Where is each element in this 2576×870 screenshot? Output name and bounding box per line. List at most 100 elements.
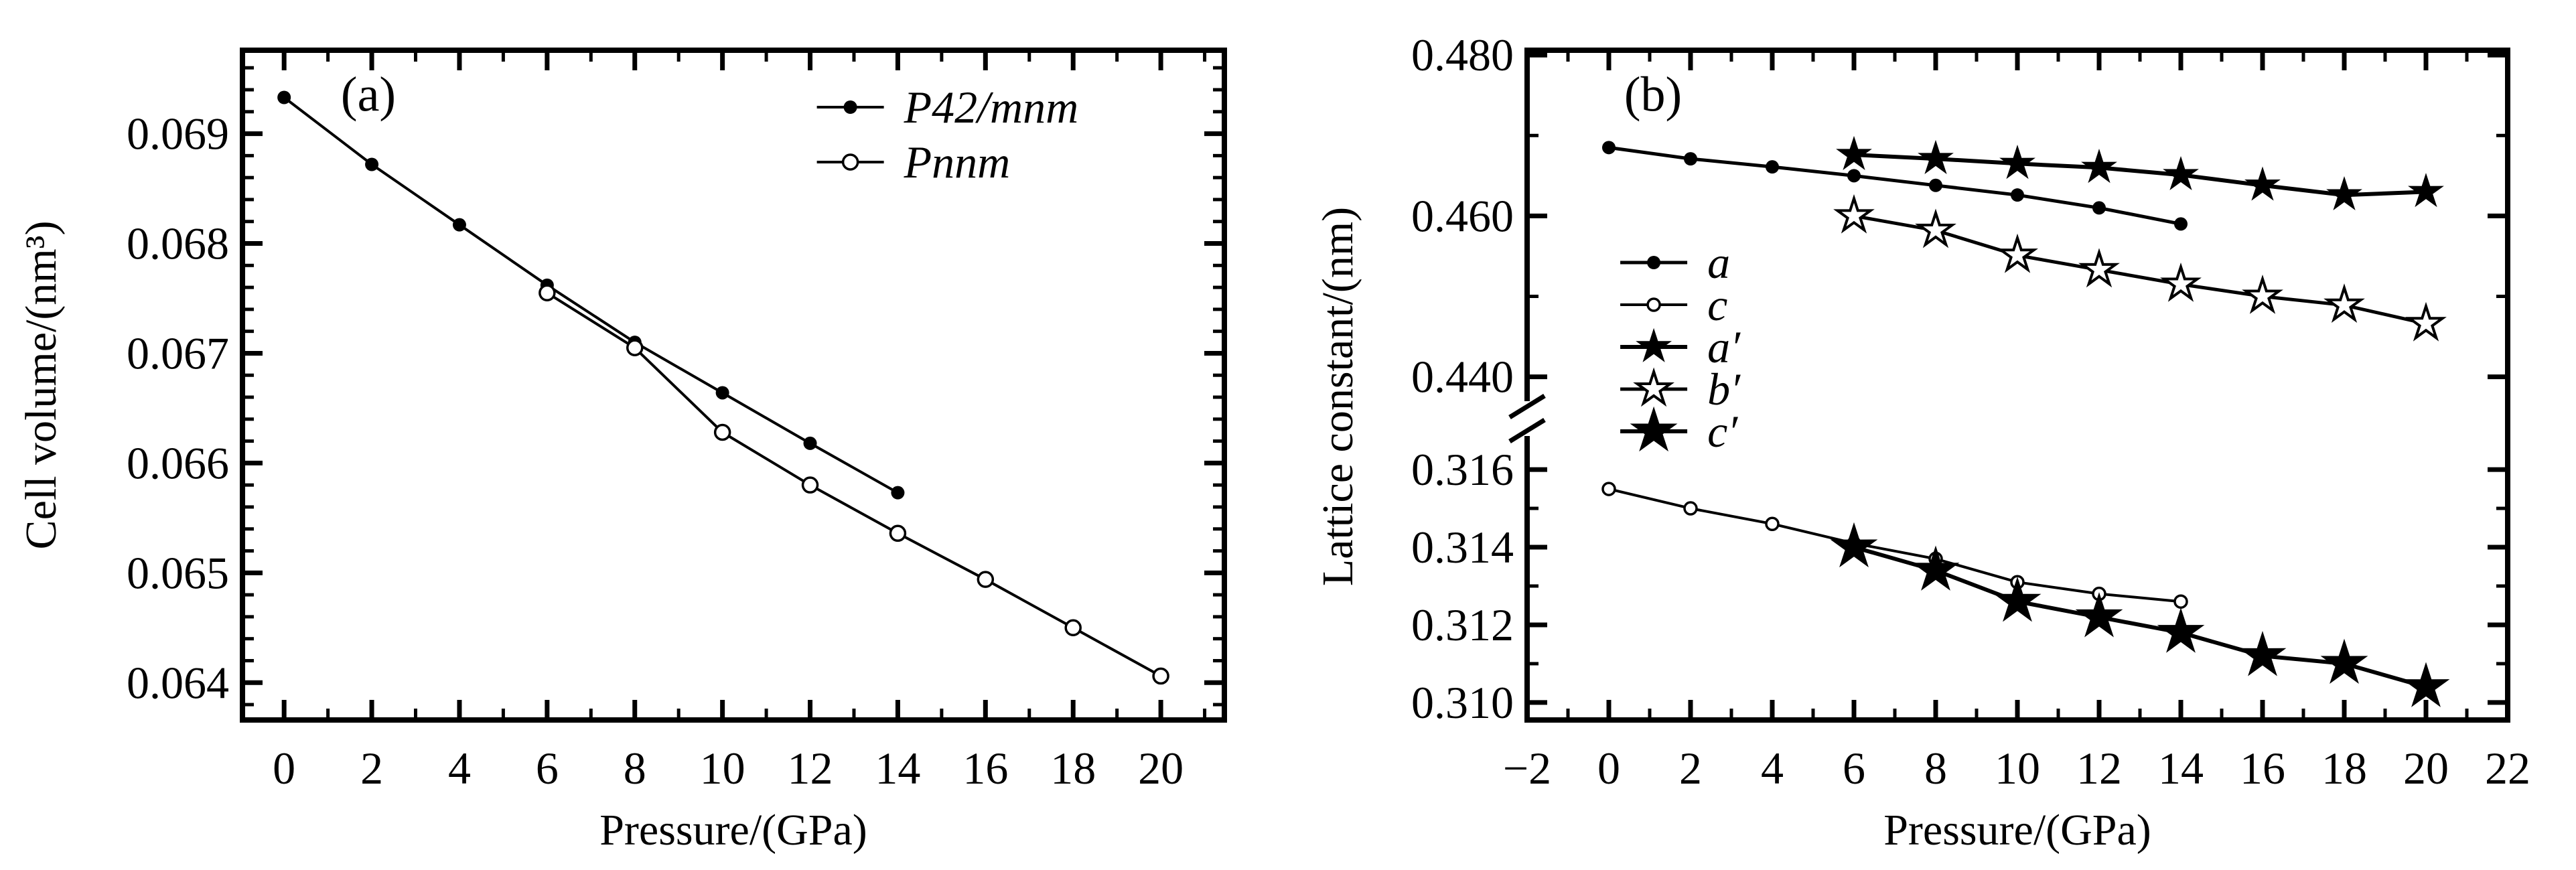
series-marker-pnnm	[539, 284, 556, 302]
y-tick-label: 0.065	[127, 547, 229, 598]
series-marker-c-prime	[1993, 576, 2042, 622]
series-marker-b-prime	[1833, 194, 1875, 234]
series-marker-c-prime	[2238, 631, 2287, 676]
series-marker-c-prime	[2402, 662, 2450, 707]
legend-label-pnnm: Pnnm	[904, 137, 1011, 188]
panel-b-x-axis-title: Pressure/(GPa)	[1883, 806, 2151, 855]
y-tick-label: 0.066	[127, 437, 229, 488]
y-tick-label: 0.480	[1411, 29, 1514, 80]
x-tick-label: 4	[448, 743, 471, 794]
series-marker-b-prime	[1997, 233, 2038, 273]
series-marker-pnnm	[889, 524, 907, 542]
series-line-p42mnm	[283, 96, 899, 494]
series-marker-p42mnm	[715, 386, 729, 400]
x-tick-label: −2	[1503, 743, 1551, 794]
legend-marker-a-prime	[1636, 328, 1672, 362]
y-tick-label: 0.067	[127, 328, 229, 378]
x-tick-label: 16	[962, 743, 1008, 794]
x-tick-label: 12	[788, 743, 833, 794]
panel-a-corner-label: (a)	[340, 67, 397, 123]
series-marker-b-prime	[2323, 283, 2365, 323]
series-line-b-prime	[1853, 214, 2427, 325]
axis-break-slash	[1508, 394, 1546, 419]
series-line-a-axis	[1608, 145, 2181, 226]
series-marker-c-axis	[1683, 501, 1698, 516]
series-marker-a-axis	[1602, 141, 1616, 155]
x-tick-label: 2	[360, 743, 383, 794]
series-marker-pnnm	[1152, 667, 1169, 685]
axis-break-slash	[1508, 418, 1546, 443]
series-marker-a-prime	[2408, 173, 2444, 208]
series-marker-a-prime	[2326, 175, 2362, 211]
series-marker-c-prime	[2157, 607, 2205, 653]
series-marker-b-prime	[2078, 248, 2120, 288]
y-tick-label: 0.310	[1411, 677, 1514, 728]
series-marker-b-prime	[1915, 208, 1956, 248]
series-marker-a-axis	[2092, 201, 2106, 215]
series-marker-a-prime	[2244, 166, 2281, 201]
series-marker-c-axis	[2173, 594, 2188, 609]
legend-marker-c-axis	[1646, 297, 1661, 312]
x-tick-label: 8	[624, 743, 646, 794]
series-marker-c-prime	[1830, 522, 1878, 568]
series-line-c-axis	[1608, 488, 2181, 603]
series-marker-a-axis	[1766, 160, 1779, 174]
panel-a-x-axis-title: Pressure/(GPa)	[599, 806, 867, 855]
y-tick-label: 0.316	[1411, 444, 1514, 495]
series-marker-b-prime	[2160, 262, 2202, 302]
legend-label-a-axis: a	[1707, 237, 1730, 288]
series-marker-pnnm	[801, 476, 819, 494]
x-tick-label: 0	[1597, 743, 1620, 794]
series-marker-a-prime	[1999, 145, 2035, 179]
y-tick-label: 0.440	[1411, 352, 1514, 403]
series-marker-a-axis	[1684, 152, 1697, 166]
y-tick-label: 0.069	[127, 108, 229, 159]
x-tick-label: 18	[2321, 743, 2367, 794]
series-marker-b-prime	[2405, 301, 2447, 342]
series-marker-p42mnm	[803, 436, 817, 450]
legend-marker-b-prime	[1633, 367, 1674, 407]
legend-label-c-prime: c′	[1707, 406, 1738, 457]
x-tick-label: 2	[1679, 743, 1702, 794]
legend-label-p42mnm: P42/mnm	[904, 82, 1079, 133]
series-line-pnnm	[546, 291, 1162, 678]
series-marker-pnnm	[1064, 619, 1082, 637]
x-tick-label: 14	[2158, 743, 2204, 794]
series-marker-a-axis	[2011, 188, 2024, 202]
series-marker-c-axis	[1765, 516, 1780, 531]
x-tick-label: 20	[1138, 743, 1184, 794]
x-tick-label: 10	[1995, 743, 2040, 794]
series-marker-pnnm	[626, 339, 644, 357]
series-marker-a-axis	[2174, 217, 2188, 231]
series-marker-p42mnm	[365, 157, 379, 171]
x-tick-label: 4	[1761, 743, 1784, 794]
x-tick-label: 6	[1843, 743, 1865, 794]
series-marker-a-prime	[1836, 135, 1872, 171]
x-tick-label: 18	[1050, 743, 1096, 794]
axes-frame	[1524, 48, 2510, 723]
series-marker-c-axis	[1601, 482, 1616, 496]
y-tick-label: 0.064	[127, 657, 229, 708]
y-tick-label: 0.068	[127, 218, 229, 269]
series-marker-a-prime	[1918, 139, 1954, 175]
series-marker-p42mnm	[277, 90, 291, 104]
x-tick-label: 10	[700, 743, 745, 794]
legend-label-c-axis: c	[1707, 279, 1727, 330]
legend-marker-a-axis	[1647, 256, 1661, 269]
y-tick-label: 0.460	[1411, 190, 1514, 241]
series-marker-a-axis	[1929, 178, 1942, 192]
panel-a-y-axis-title: Cell volume/(nm³)	[17, 220, 66, 550]
legend-label-a-prime: a′	[1707, 321, 1741, 372]
series-marker-a-prime	[2163, 155, 2199, 191]
y-tick-label: 0.312	[1411, 599, 1514, 650]
axes-frame	[240, 48, 1227, 723]
x-tick-label: 12	[2076, 743, 2122, 794]
x-tick-label: 6	[536, 743, 559, 794]
x-tick-label: 0	[273, 743, 295, 794]
series-marker-a-prime	[2081, 149, 2117, 184]
y-tick-label: 0.314	[1411, 522, 1514, 573]
legend-marker-p42mnm	[843, 100, 857, 114]
series-marker-b-prime	[2242, 274, 2283, 314]
series-marker-pnnm	[713, 423, 731, 441]
